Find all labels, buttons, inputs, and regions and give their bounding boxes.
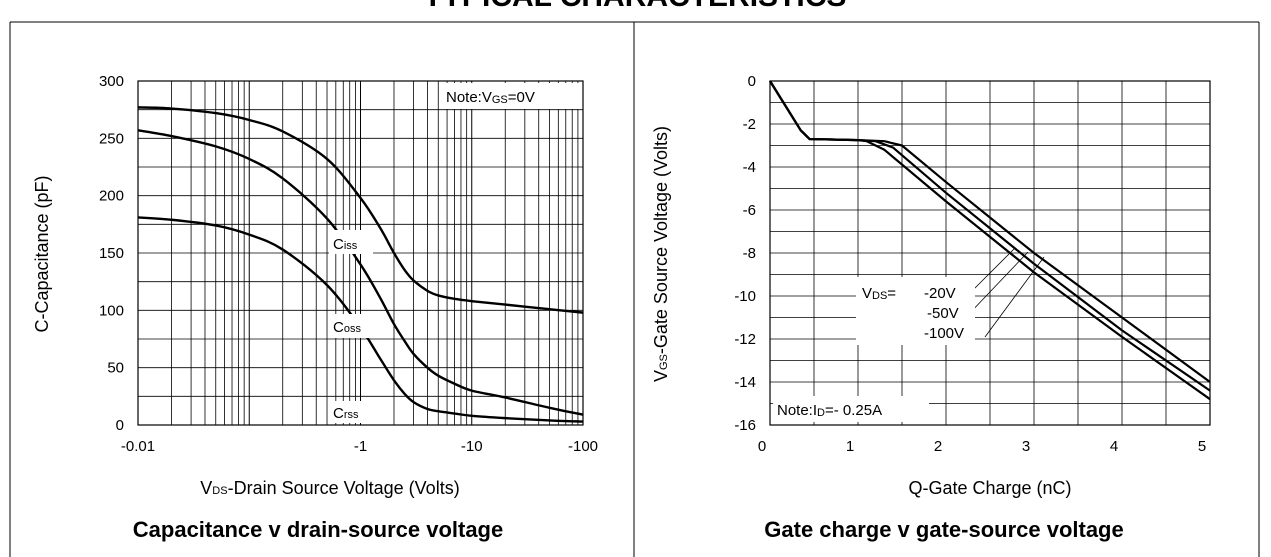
series-label-100v: -100V [924,325,964,342]
y-tick-label: 100 [99,302,124,319]
y-tick-label: -2 [743,116,756,133]
series-label-50v: -50V [927,305,959,322]
chart-caption: Capacitance v drain-source voltage [133,517,503,542]
x-axis-label: VDS-Drain Source Voltage (Volts) [200,478,459,498]
x-axis-label: Q-Gate Charge (nC) [908,478,1071,498]
y-tick-label: -10 [734,288,756,305]
y-axis-label: C-Capacitance (pF) [32,175,52,332]
grid [770,81,1210,425]
curves [769,80,1211,401]
x-tick-label: 1 [846,438,854,455]
series-label-ciss: Ciss [333,236,358,253]
chart-caption: Gate charge v gate-source voltage [764,517,1123,542]
y-tick-label: 0 [748,73,756,90]
vds-label-bg [856,277,975,345]
series-label-crss: Crss [333,405,359,422]
curve-crss [137,216,584,423]
y-tick-label: 250 [99,130,124,147]
series-label-20v: -20V [924,285,956,302]
series-label-coss: Coss [333,319,361,336]
crss-label-bg [329,401,375,423]
plot-border [769,80,1211,426]
x-tick-label: 3 [1022,438,1030,455]
x-tick-label: 4 [1110,438,1118,455]
curves [137,106,584,423]
y-tick-label: -8 [743,245,756,262]
y-tick-label: 300 [99,73,124,90]
curve-ciss [137,106,584,314]
note-text: Note:VGS=0V [446,89,535,106]
panel-borders [9,21,1260,557]
curve-coss [137,129,584,416]
y-axis-label: VGS-Gate Source Voltage (Volts) [651,126,671,382]
x-tick-labels: 0 1 2 3 4 5 [758,438,1206,455]
curve-vds-100v [769,80,1211,401]
y-tick-label: 0 [116,417,124,434]
y-tick-label: 150 [99,245,124,262]
y-tick-labels: 0 -2 -4 -6 -8 -10 -12 -14 -16 [734,73,756,434]
y-tick-label: 200 [99,188,124,205]
plot-border [137,80,584,426]
grid [138,81,583,425]
x-tick-label: -1 [354,438,367,455]
note-box [440,83,580,109]
note-box [773,396,929,422]
note-text: Note:ID=- 0.25A [777,402,882,419]
y-tick-label: -12 [734,331,756,348]
y-tick-label: -16 [734,417,756,434]
y-tick-label: -14 [734,374,756,391]
x-tick-label: 5 [1198,438,1206,455]
x-tick-label: 0 [758,438,766,455]
capacitance-chart: 0 50 100 150 200 250 300 -0.01 -1 -10 -100 Note:V… [32,73,598,542]
gate-charge-chart: 0 -2 -4 -6 -8 -10 -12 -14 -16 0 1 2 3 4 5 VDS= -20V -… [651,73,1211,542]
y-tick-label: -6 [743,202,756,219]
y-tick-label: -4 [743,159,756,176]
coss-label-bg [329,314,375,338]
x-tick-label: 2 [934,438,942,455]
x-tick-label: -10 [461,438,483,455]
page-title: TYPICAL CHARACTERISTICS [424,0,847,13]
x-tick-labels: -0.01 -1 -10 -100 [121,438,598,455]
y-tick-label: 50 [107,360,124,377]
vds-label: VDS= [862,285,896,302]
y-tick-labels: 0 50 100 150 200 250 300 [99,73,124,434]
x-tick-label: -0.01 [121,438,155,455]
leader-lines [967,247,1045,338]
ciss-label-bg [329,230,373,254]
x-tick-label: -100 [568,438,598,455]
